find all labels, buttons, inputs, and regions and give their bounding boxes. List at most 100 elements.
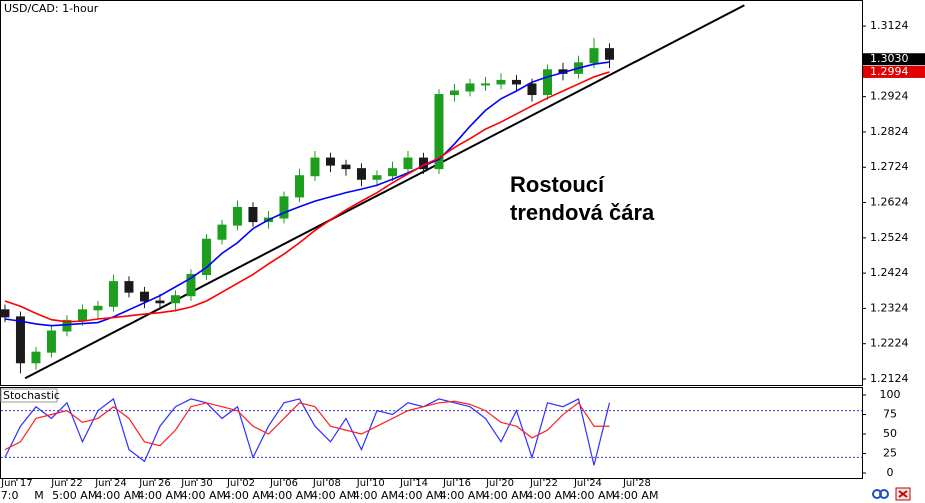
candle-body [93,305,103,311]
x-tick-label: Jul 02 [226,478,255,489]
x-tick-label-2: 4:00 AM [181,489,226,502]
chart-title: USD/CAD: 1-hour [4,2,99,15]
x-tick-label: Jun 17 [0,478,33,489]
icon[interactable] [879,489,889,499]
candle-body [434,94,444,170]
y-tick-label: 1.2224 [870,337,909,350]
y-tick-label: 1.2724 [870,160,909,173]
candle-body [387,168,397,177]
x-tick-label-2: 4:00 AM [483,489,528,502]
candle-body [372,175,382,180]
x-tick-label-2: 5:00 AM [52,489,97,502]
stoch-k [4,397,611,466]
stoch-title: Stochastic [3,389,60,402]
candle-body [170,295,180,304]
x-tick-label-2: 4:00 AM [570,489,615,502]
candle-body [46,330,56,353]
y-tick-label: 75 [883,408,897,421]
candle-body [155,300,165,304]
x-tick-label-2: 4:00 AM [96,489,141,502]
x-tick-label-2: 4:00 AM [353,489,398,502]
candle-body [124,281,134,293]
y-tick-label: 1.2124 [870,372,909,385]
x-tick-label-2: 4:00 AM [224,489,269,502]
y-tick-label: 1.2324 [870,301,909,314]
moving-average [4,61,610,327]
x-tick-label-2: 4:00 AM [613,489,658,502]
main-panel [0,0,863,386]
stoch-panel [0,387,863,479]
candle-body [248,206,258,223]
x-tick-label: Jul 20 [485,478,514,489]
x-tick-label-2: 4:00 AM [398,489,443,502]
x-tick-label: Jul 06 [269,478,298,489]
x-tick-label-2: M [34,489,44,502]
x-tick-label: Jun 24 [94,478,127,489]
candle-body [604,48,614,60]
price-label: 1.2994 [870,65,909,78]
annotation: trendová čára [510,200,655,225]
candle-body [108,281,118,307]
stoch-d [4,400,610,451]
candle-body [527,83,537,96]
y-tick-label: 1.2524 [870,231,909,244]
price-label-box [863,65,925,78]
candle-body [403,157,413,170]
candle-body [356,168,366,180]
candle-body [310,157,320,177]
y-tick-label: 1.2424 [870,266,909,279]
corner-icons[interactable] [872,487,911,501]
x-tick-label: Jul 14 [399,478,428,489]
x-tick-label: Jul 08 [312,478,341,489]
y-tick-label: 1.2624 [870,196,909,209]
y-tick-label: 1.2824 [870,125,909,138]
price-label: 1.3030 [870,52,909,65]
y-tick-label: 0 [887,466,894,479]
candle-body [480,83,490,86]
candle-body [279,196,289,219]
price-label-box [863,53,925,66]
candle-body [186,274,196,297]
x-tick-label-2: 4:00 AM [311,489,356,502]
x-tick-label: Jun 30 [180,478,213,489]
candle-body [341,164,351,170]
y-tick-label: 100 [880,388,901,401]
candle-body [589,48,599,64]
x-tick-label: Jul 24 [573,478,602,489]
x-tick-label: Jul 16 [442,478,471,489]
icon[interactable] [898,490,908,498]
trendline [24,4,745,380]
candle-body [465,83,475,92]
candle-body [449,90,459,96]
candle-body [77,309,87,321]
stoch-title-box [0,388,58,403]
y-tick-label: 1.2924 [870,90,909,103]
x-tick-label: Jul 28 [622,478,651,489]
x-tick-label-2: 4:00 AM [440,489,485,502]
x-tick-label: Jun 22 [50,478,83,489]
moving-average [4,71,610,323]
candle-body [511,79,521,85]
candle-body [31,351,41,364]
y-tick-label: 50 [883,427,897,440]
y-tick-label: 1.3124 [870,19,909,32]
x-tick-label-2: 7:0 [1,489,19,502]
x-tick-label: Jun 26 [138,478,171,489]
candle-body [217,224,227,240]
x-tick-label: Jul 10 [356,478,385,489]
x-tick-label-2: 4:00 AM [268,489,313,502]
candle-body [232,206,242,226]
candle-body [542,69,552,96]
candle-body [139,291,149,302]
annotation: Rostoucí [510,172,605,197]
candle-body [0,309,10,318]
candle-body [294,175,304,198]
x-tick-label: Jul 22 [529,478,558,489]
x-tick-label-2: 4:00 AM [137,489,182,502]
x-tick-label-2: 4:00 AM [526,489,571,502]
candle-body [15,316,25,364]
candle-body [325,157,335,166]
y-tick-label: 25 [883,447,897,460]
candle-body [201,238,211,276]
